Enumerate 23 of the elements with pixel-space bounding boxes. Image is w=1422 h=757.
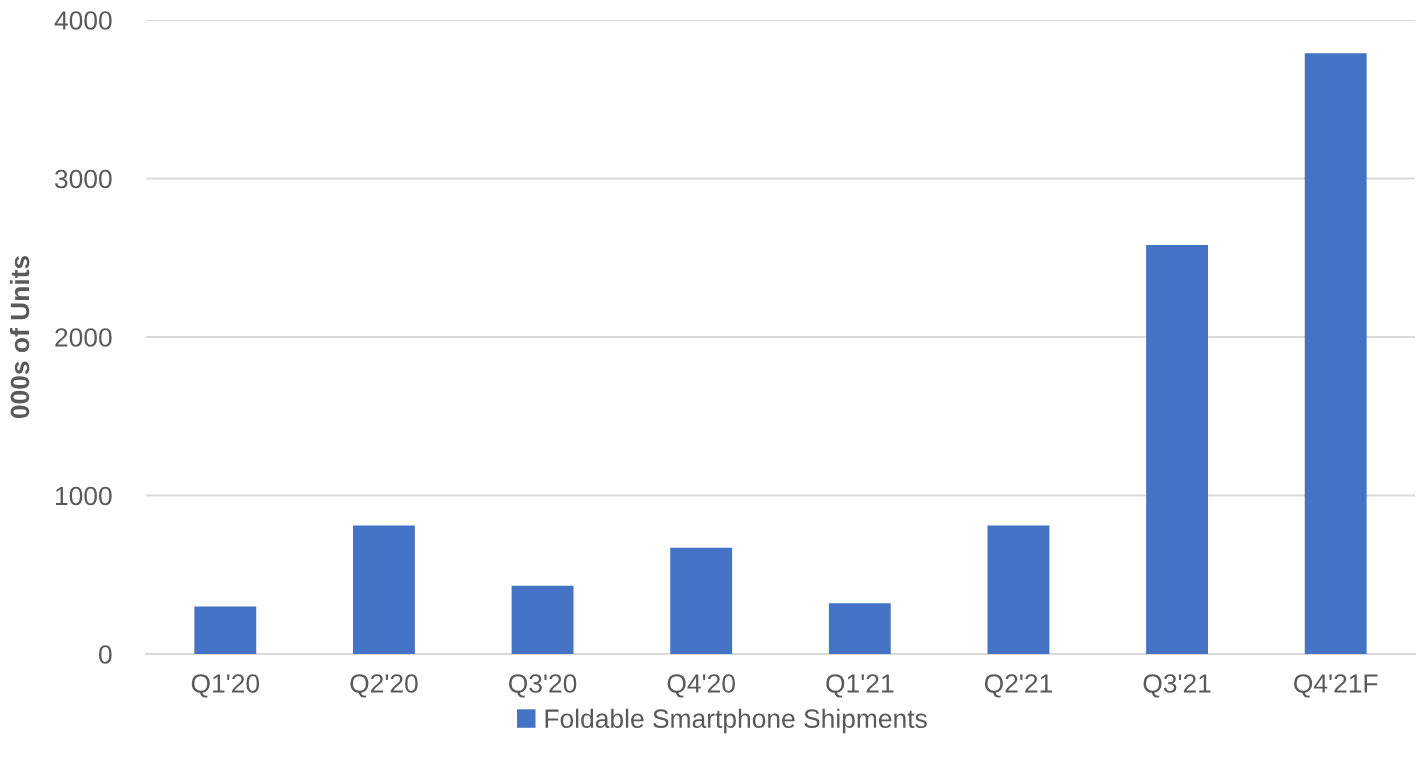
- y-tick-label: 2000: [55, 328, 112, 347]
- x-tick-label: Q3'21: [1143, 674, 1211, 698]
- x-tick-label: Q2'20: [350, 674, 418, 698]
- x-tick-label: Q1'21: [826, 674, 894, 698]
- y-tick-label: 3000: [54, 169, 112, 189]
- y-axis-title: 000s of Units: [9, 255, 30, 419]
- legend-label: Foldable Smartphone Shipments: [545, 708, 927, 734]
- y-tick-label: 0: [99, 645, 112, 664]
- y-tick-label: 4000: [54, 11, 112, 30]
- bar: [987, 525, 1050, 654]
- x-tick-label: Q2'21: [984, 674, 1052, 698]
- bar: [1304, 53, 1367, 654]
- y-tick-label: 1000: [55, 486, 112, 506]
- x-tick-label: Q1'20: [191, 674, 260, 698]
- bar: [194, 606, 257, 654]
- bar: [353, 525, 415, 654]
- bar: [828, 603, 891, 654]
- bar: [1146, 245, 1208, 654]
- bar: [670, 547, 733, 654]
- x-tick-label: Q4'21F: [1294, 674, 1378, 698]
- x-tick-label: Q4'20: [667, 674, 735, 698]
- x-tick-label: Q3'20: [509, 674, 577, 698]
- bar: [511, 585, 574, 654]
